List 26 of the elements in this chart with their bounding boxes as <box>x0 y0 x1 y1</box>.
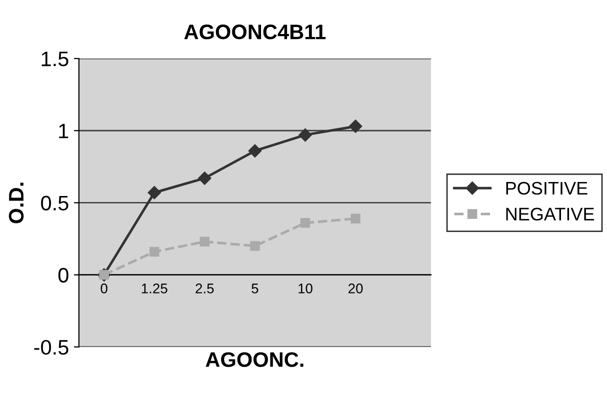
point <box>298 128 312 142</box>
x-tick-label: 2.5 <box>196 284 214 294</box>
point <box>149 246 160 257</box>
legend-label: POSITIVE <box>506 182 588 195</box>
x-tick-label: 5 <box>252 284 258 294</box>
y-tick-label: 0 <box>58 268 68 283</box>
y-tick-label: 0.5 <box>41 196 68 210</box>
legend-label: NEGATIVE <box>506 208 594 221</box>
point <box>300 218 310 228</box>
chart-title: AGOONC4B11 <box>184 24 326 40</box>
point <box>250 241 260 251</box>
x-axis-title: AGOONC. <box>206 352 304 367</box>
y-tick-label: 1 <box>59 124 68 138</box>
y-tick-label: 1.5 <box>42 52 68 66</box>
y-tick-label: -0.5 <box>34 340 68 355</box>
y-axis-title: O.D. <box>8 182 24 224</box>
x-tick-label: 20 <box>348 284 363 294</box>
x-tick-label: 1.25 <box>142 284 168 294</box>
point <box>198 172 212 185</box>
point <box>148 186 161 200</box>
point <box>350 214 360 224</box>
x-tick-label: 10 <box>298 284 312 294</box>
point <box>200 236 210 247</box>
point <box>348 120 362 133</box>
point <box>248 144 262 158</box>
x-tick-label: 0 <box>100 284 108 294</box>
